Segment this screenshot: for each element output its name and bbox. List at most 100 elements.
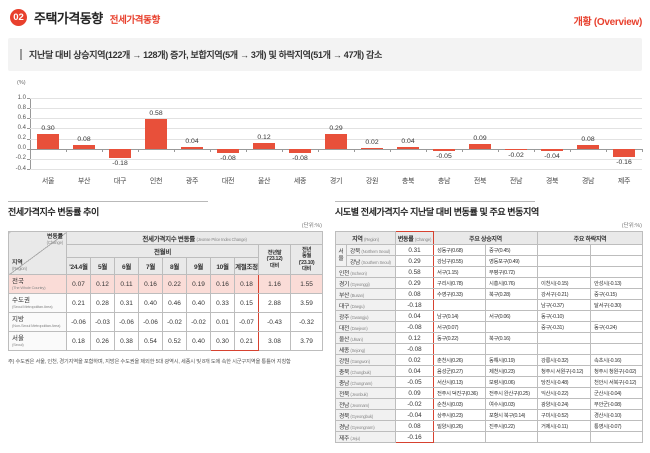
y-tick-label: 0.8	[17, 104, 26, 111]
category-tick	[66, 148, 67, 152]
chart-bar	[37, 133, 59, 149]
chart-bar	[217, 148, 239, 153]
change-cell: -0.05	[395, 376, 435, 388]
trend-value-cell: 0.12	[90, 274, 115, 294]
trend-value-cell: 2.88	[258, 293, 291, 313]
trend-value-cell: 0.16	[210, 274, 235, 294]
region-name-cell: 부산 (Busan)	[334, 288, 397, 300]
up-region-cell	[485, 431, 539, 443]
region-name-cell: 전북 (Jeonbuk)	[334, 387, 397, 399]
section-rule-right	[335, 201, 535, 202]
change-cell: -0.08	[395, 343, 435, 355]
page-subtitle: 전세가격동향	[109, 14, 160, 26]
x-category-label: 울산	[257, 178, 271, 185]
region-row: 광주 (Gwangju) 0.04 남구(0.14) 서구(0.06) 동구(-0.10…	[334, 310, 644, 322]
region-row: 충남 (Chungnam) -0.05 서산시(0.13) 보령시(0.06) 당진시(…	[334, 376, 644, 388]
region-row: 서울 강북 (Northern Seoul) 0.31 성동구(0.68) 중구(0.4…	[335, 244, 644, 267]
change-cell: 0.29	[395, 277, 435, 289]
region-name-cell: 충북 (Chungbuk)	[334, 365, 397, 377]
region-table-title: 시도별 전세가격지수 지난달 대비 변동률 및 주요 변동지역	[335, 207, 539, 217]
change-cell: 0.09	[395, 387, 435, 399]
up-region-cell: 북구(0.16)	[485, 332, 539, 344]
corner-cell: 변동률 (Change) 지역 (Region)	[8, 231, 67, 275]
gridline	[30, 128, 642, 130]
region-name-cell: 지방 (Non-Seoul Metropolitan Area)	[8, 312, 67, 332]
change-cell: 0.04	[395, 365, 435, 377]
region-row: 강원 (Gangwon) 0.02 춘천시(0.26) 동해시(0.19) 강릉시(-0…	[334, 354, 644, 366]
change-cell: -0.18	[395, 299, 435, 311]
chart-bar	[253, 142, 275, 149]
region-name-cell: 경기 (Gyeonggi)	[334, 277, 397, 289]
up-region-cell: 성동구(0.68)	[433, 244, 487, 256]
trend-value-cell: -0.06	[114, 312, 139, 332]
down-region-cell: 경산시(-0.10)	[590, 409, 644, 421]
trend-value-cell: 0.30	[210, 331, 235, 351]
down-region-cell: 청주시 서원구(-0.12)	[537, 365, 592, 377]
down-region-cell: 강릉시(-0.32)	[537, 354, 592, 366]
y-tick-label: 0.4	[17, 124, 26, 131]
trend-value-cell: 0.22	[162, 274, 187, 294]
up-region-cell: 남구(0.14)	[433, 310, 487, 322]
up-region-cell: 포항시 북구(0.14)	[485, 409, 539, 421]
region-name-cell: 전국 (The Whole Country)	[8, 274, 67, 294]
down-region-cell: 안성시(-0.13)	[590, 277, 644, 289]
up-region-cell: 서구(1.15)	[433, 266, 487, 278]
trend-value-cell: 0.18	[234, 274, 259, 294]
chart-bar	[145, 119, 167, 149]
bar-value-label: -0.02	[508, 151, 524, 159]
bar-value-label: -0.08	[292, 154, 308, 162]
bar-value-label: 0.58	[149, 110, 163, 118]
chart-bar	[505, 148, 527, 150]
up-region-cell: 춘천시(0.26)	[433, 354, 487, 366]
up-region-cell: 강남구(0.55)	[433, 255, 487, 267]
y-tick-label: 0.0	[17, 145, 26, 152]
bar-value-label: 0.12	[257, 133, 271, 141]
x-category-label: 경북	[545, 178, 559, 185]
trend-value-cell: 0.01	[210, 312, 235, 332]
x-category-label: 광주	[185, 178, 199, 185]
chart-bar	[181, 146, 203, 149]
section-rule-left	[8, 201, 208, 202]
up-region-cell: 동구(0.22)	[433, 332, 487, 344]
region-name-cell: 경남 (Gyeongnam)	[334, 420, 397, 432]
up-region-cell: 구리시(0.78)	[433, 277, 487, 289]
x-category-label: 서울	[41, 178, 55, 185]
category-tick	[462, 148, 463, 152]
category-tick	[318, 148, 319, 152]
up-region-cell	[485, 343, 539, 355]
page-title: 주택가격동향	[34, 11, 103, 26]
chart-bar	[109, 148, 131, 158]
category-tick	[282, 148, 283, 152]
trend-value-cell: 0.19	[186, 274, 211, 294]
region-name-cell: 강남 (Southern Seoul)	[345, 255, 397, 267]
category-tick	[30, 148, 31, 152]
change-cell: -0.08	[395, 321, 435, 333]
down-region-cell: 익산시(-0.22)	[537, 387, 592, 399]
down-region-cell	[537, 431, 592, 443]
trend-value-cell: 3.79	[289, 331, 324, 351]
y-tick	[27, 98, 30, 99]
change-cell: 0.08	[395, 420, 435, 432]
chart-bar	[541, 148, 563, 151]
trend-value-cell: 0.18	[66, 331, 91, 351]
down-region-cell	[537, 255, 592, 267]
bar-value-label: 0.02	[365, 138, 379, 146]
change-cell: 0.02	[395, 354, 435, 366]
change-cell: 0.58	[395, 266, 435, 278]
trend-value-cell: 0.28	[90, 293, 115, 313]
region-table: 지역 (Region) 변동률 (Change) 주요 상승지역 주요 하락지역 서울 강…	[334, 231, 644, 443]
down-region-cell: 중구(-0.31)	[537, 321, 592, 333]
up-region-cell	[433, 431, 487, 443]
trend-value-cell: 0.21	[234, 331, 259, 351]
chart-bar	[433, 148, 455, 152]
region-name-cell: 인천 (Incheon)	[334, 266, 397, 278]
month-header: 10월	[210, 257, 235, 275]
change-cell: 0.12	[395, 332, 435, 344]
bar-value-label: -0.08	[220, 154, 236, 162]
section-number-badge: 02	[10, 9, 27, 26]
bar-value-label: 0.08	[77, 135, 91, 143]
gridline	[30, 98, 642, 99]
x-category-label: 경남	[581, 178, 595, 185]
trend-value-cell: 0.46	[162, 293, 187, 313]
trend-value-cell: 0.38	[114, 331, 139, 351]
